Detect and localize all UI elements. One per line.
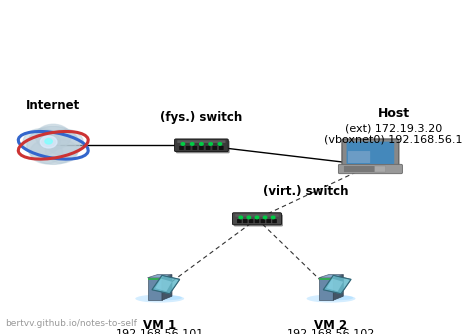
Text: (virt.) switch: (virt.) switch <box>263 185 348 198</box>
FancyBboxPatch shape <box>175 139 228 152</box>
Circle shape <box>30 140 63 164</box>
Circle shape <box>271 216 275 219</box>
FancyBboxPatch shape <box>193 146 197 150</box>
Polygon shape <box>326 279 343 291</box>
FancyBboxPatch shape <box>234 214 283 226</box>
FancyBboxPatch shape <box>213 146 217 150</box>
Circle shape <box>247 216 250 219</box>
Circle shape <box>45 140 78 163</box>
Polygon shape <box>152 275 180 294</box>
Polygon shape <box>319 278 333 300</box>
Polygon shape <box>162 275 172 300</box>
Circle shape <box>23 129 60 155</box>
FancyBboxPatch shape <box>199 146 204 150</box>
FancyBboxPatch shape <box>344 166 385 172</box>
Text: bertvv.github.io/notes-to-self: bertvv.github.io/notes-to-self <box>6 319 138 328</box>
Polygon shape <box>148 275 172 278</box>
Circle shape <box>36 124 71 150</box>
FancyBboxPatch shape <box>375 166 386 172</box>
Circle shape <box>27 126 80 164</box>
FancyBboxPatch shape <box>186 146 190 150</box>
Circle shape <box>40 136 57 148</box>
Ellipse shape <box>135 295 184 303</box>
Polygon shape <box>319 275 343 278</box>
Text: 192.168.56.101: 192.168.56.101 <box>116 329 204 334</box>
Ellipse shape <box>322 295 353 300</box>
Text: Host: Host <box>377 107 410 120</box>
Circle shape <box>46 129 83 156</box>
Circle shape <box>200 143 203 145</box>
FancyBboxPatch shape <box>348 151 370 163</box>
FancyBboxPatch shape <box>272 219 277 223</box>
Circle shape <box>255 216 259 219</box>
Text: VM 1: VM 1 <box>143 319 176 332</box>
FancyBboxPatch shape <box>237 219 242 223</box>
Circle shape <box>190 143 194 145</box>
FancyBboxPatch shape <box>249 219 253 223</box>
Text: 192.168.56.102: 192.168.56.102 <box>287 329 375 334</box>
Polygon shape <box>155 279 172 291</box>
FancyBboxPatch shape <box>235 214 279 217</box>
FancyBboxPatch shape <box>261 219 265 223</box>
Circle shape <box>209 143 213 145</box>
Circle shape <box>181 143 185 145</box>
Ellipse shape <box>307 295 356 303</box>
Polygon shape <box>319 278 333 280</box>
FancyBboxPatch shape <box>177 140 225 143</box>
FancyBboxPatch shape <box>347 142 394 164</box>
Text: (ext) 172.19.3.20: (ext) 172.19.3.20 <box>345 124 442 134</box>
Circle shape <box>218 143 222 145</box>
Circle shape <box>45 139 52 144</box>
Text: (fys.) switch: (fys.) switch <box>160 111 243 124</box>
Polygon shape <box>333 275 343 300</box>
FancyBboxPatch shape <box>232 213 282 225</box>
FancyBboxPatch shape <box>206 146 210 150</box>
Circle shape <box>263 216 267 219</box>
Polygon shape <box>148 278 162 300</box>
FancyBboxPatch shape <box>243 219 248 223</box>
FancyBboxPatch shape <box>342 139 399 167</box>
FancyBboxPatch shape <box>176 141 230 153</box>
FancyBboxPatch shape <box>255 219 259 223</box>
FancyBboxPatch shape <box>338 164 402 174</box>
FancyBboxPatch shape <box>219 146 224 150</box>
Ellipse shape <box>151 295 182 300</box>
FancyBboxPatch shape <box>266 219 271 223</box>
Text: (vboxnet0) 192.168.56.1: (vboxnet0) 192.168.56.1 <box>324 135 463 145</box>
Circle shape <box>239 216 243 219</box>
Polygon shape <box>148 278 162 280</box>
Polygon shape <box>323 275 351 294</box>
Text: VM 2: VM 2 <box>314 319 348 332</box>
Text: Internet: Internet <box>26 99 81 112</box>
FancyBboxPatch shape <box>179 146 184 150</box>
